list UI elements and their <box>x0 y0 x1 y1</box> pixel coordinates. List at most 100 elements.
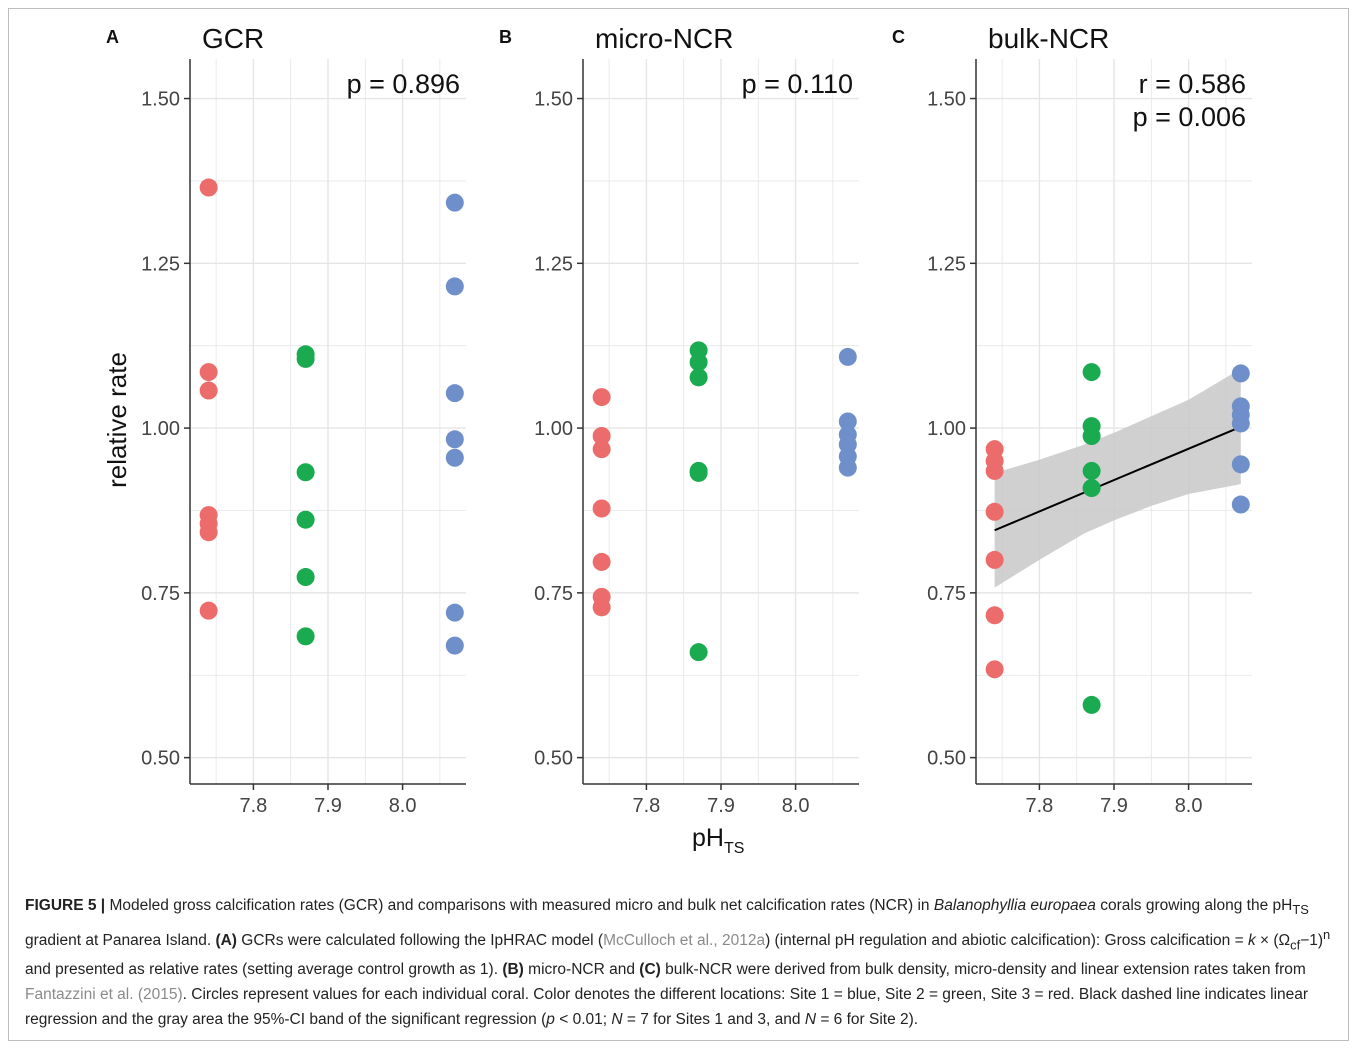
y-tick-label: 1.00 <box>927 418 966 440</box>
data-point <box>199 178 218 197</box>
data-point <box>689 353 708 372</box>
x-axis-label: pHTS <box>692 824 744 857</box>
data-point <box>296 463 315 482</box>
caption-text: micro-NCR and <box>523 961 640 979</box>
y-tick-label: 1.50 <box>534 89 573 111</box>
data-point <box>445 603 464 622</box>
data-point <box>296 568 315 587</box>
data-point <box>985 606 1004 625</box>
x-tick-label: 7.8 <box>632 795 660 817</box>
caption-label: FIGURE 5 | <box>25 897 106 914</box>
stats-annotation: r = 0.586 <box>1139 69 1246 99</box>
caption-italic: p <box>546 1011 555 1029</box>
stats-annotation: p = 0.110 <box>742 69 853 99</box>
data-point <box>296 627 315 646</box>
x-tick-label: 7.9 <box>707 795 735 817</box>
panel-a: 0.50 0.75 1.00 1.25 1.50 7.8 7.9 8.0 A GCR p = 0.8… <box>106 23 466 817</box>
figure-caption: FIGURE 5 | Modeled gross calcification r… <box>25 893 1335 1032</box>
y-tick-label: 0.50 <box>927 748 966 770</box>
data-point <box>985 502 1004 521</box>
y-tick-label: 1.25 <box>927 253 966 275</box>
y-tick-label: 1.25 <box>141 253 180 275</box>
caption-superscript: n <box>1323 927 1331 943</box>
caption-italic: k <box>1247 932 1256 950</box>
data-point <box>1082 363 1101 382</box>
y-tick-label: 0.50 <box>534 748 573 770</box>
data-point <box>592 552 611 571</box>
x-axis-label-subscript: TS <box>724 840 744 857</box>
data-point <box>296 510 315 529</box>
panel-letter: C <box>892 27 905 47</box>
caption-text: ) (internal pH regulation and abiotic ca… <box>765 932 1248 950</box>
y-tick-label: 1.25 <box>534 253 573 275</box>
data-point <box>445 636 464 655</box>
caption-reference-link[interactable]: McCulloch et al., 2012a <box>603 932 766 950</box>
caption-text: < 0.01; <box>554 1011 612 1029</box>
panel-title: GCR <box>202 23 264 54</box>
data-point <box>199 363 218 382</box>
data-point <box>445 384 464 403</box>
y-axis-label: relative rate <box>102 352 132 488</box>
data-point <box>838 458 857 477</box>
data-point <box>985 660 1004 679</box>
stats-annotation: p = 0.006 <box>1133 102 1246 132</box>
caption-text: = 7 for Sites 1 and 3, and <box>622 1011 805 1029</box>
data-point <box>1082 427 1101 445</box>
data-point <box>985 461 1004 480</box>
caption-text: × (Ω <box>1255 932 1291 950</box>
y-tick-label: 0.75 <box>141 583 180 605</box>
panel-c: 0.50 0.75 1.00 1.25 1.50 7.8 7.9 8.0 C bulk-NCR r … <box>892 23 1252 817</box>
caption-text: gradient at Panarea Island. <box>25 932 216 950</box>
x-tick-label: 7.9 <box>1100 795 1128 817</box>
data-point <box>199 523 218 542</box>
data-point <box>199 381 218 400</box>
y-tick-label: 0.50 <box>141 748 180 770</box>
x-tick-label: 8.0 <box>1175 795 1203 817</box>
data-point <box>199 601 218 620</box>
caption-text: corals growing along the pH <box>1095 897 1293 914</box>
data-point <box>1082 479 1101 498</box>
x-tick-label: 7.8 <box>239 795 267 817</box>
figure-frame <box>8 8 1349 1041</box>
regression-line <box>994 425 1242 532</box>
caption-text: = 6 for Site 2). <box>816 1011 919 1029</box>
data-point <box>1082 695 1101 714</box>
data-point <box>592 427 611 445</box>
caption-italic: N <box>804 1011 817 1029</box>
caption-species: Balanophyllia europaea <box>933 897 1096 914</box>
data-point <box>592 388 611 407</box>
data-point <box>445 448 464 467</box>
data-point <box>296 349 315 368</box>
data-point <box>1231 364 1250 383</box>
caption-text: . Circles represent values for each indi… <box>25 986 1309 1029</box>
x-tick-label: 8.0 <box>782 795 810 817</box>
y-tick-label: 1.00 <box>534 418 573 440</box>
panel-title: bulk-NCR <box>988 23 1109 54</box>
panel-b: 0.50 0.75 1.00 1.25 1.50 7.8 7.9 8.0 B micro-NCR p… <box>499 23 859 817</box>
caption-panel-c: (C) <box>639 961 661 979</box>
panels: 0.50 0.75 1.00 1.25 1.50 7.8 7.9 8.0 A GCR p = 0.8… <box>106 23 1252 817</box>
data-point <box>985 550 1004 569</box>
data-point <box>689 463 708 482</box>
data-point <box>445 193 464 212</box>
x-axis-label-main: pH <box>692 824 724 852</box>
figure-chart: relative rate pHTS 0.50 0.75 1.00 1.25 1.50 7… <box>102 23 1252 857</box>
data-point <box>838 347 857 366</box>
x-tick-label: 8.0 <box>389 795 417 817</box>
data-point <box>592 499 611 518</box>
y-tick-label: 1.00 <box>141 418 180 440</box>
panel-letter: B <box>499 27 512 47</box>
y-tick-label: 1.50 <box>927 89 966 111</box>
data-point <box>592 440 611 459</box>
x-tick-label: 7.9 <box>314 795 342 817</box>
caption-reference-link[interactable]: Fantazzini et al. (2015) <box>25 986 183 1004</box>
data-point <box>1231 414 1250 433</box>
panel-title: micro-NCR <box>595 23 733 54</box>
data-point <box>445 277 464 296</box>
caption-subscript: TS <box>1292 902 1309 918</box>
y-tick-label: 1.50 <box>141 89 180 111</box>
x-tick-label: 7.8 <box>1025 795 1053 817</box>
data-point <box>592 598 611 617</box>
caption-text: −1) <box>1300 932 1324 950</box>
data-point <box>689 368 708 387</box>
